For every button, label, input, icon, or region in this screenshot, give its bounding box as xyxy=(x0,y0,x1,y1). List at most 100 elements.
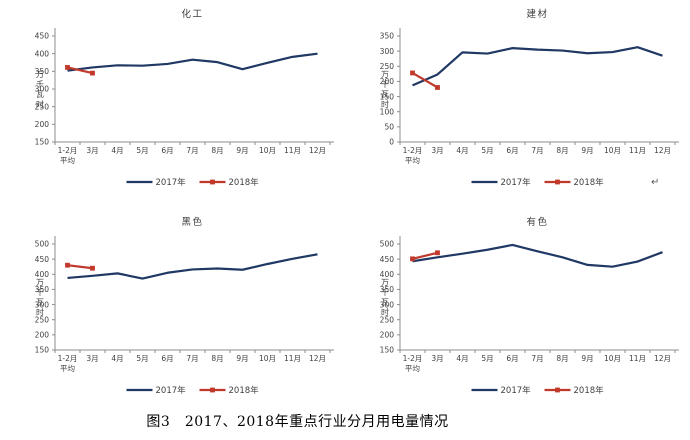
series-line-2017年 xyxy=(67,52,318,72)
chart-title: 有色 xyxy=(526,216,548,228)
svg-text:8月: 8月 xyxy=(211,354,223,363)
svg-text:250: 250 xyxy=(380,62,395,71)
series-line-2018年 xyxy=(412,251,438,260)
svg-text:5月: 5月 xyxy=(481,354,493,363)
svg-text:10月: 10月 xyxy=(604,354,621,363)
svg-text:平均: 平均 xyxy=(405,363,420,373)
series-line-2018年 xyxy=(411,71,439,89)
svg-text:12月: 12月 xyxy=(309,146,326,155)
series-marker-2018年 xyxy=(65,262,70,268)
series xyxy=(65,253,318,280)
svg-text:300: 300 xyxy=(35,300,50,309)
svg-text:11月: 11月 xyxy=(284,146,301,155)
svg-text:4月: 4月 xyxy=(111,146,123,155)
legend-label-2018: 2018年 xyxy=(574,177,605,188)
legend: 2017年 2018年 xyxy=(126,385,259,396)
series-marker-2018年 xyxy=(90,265,95,271)
svg-text:400: 400 xyxy=(380,270,395,279)
chart-cell-nonferrous: 有色 150 200 250 300 350 400 450 500 1-2月 平均 3月 4月 5月 6月… xyxy=(345,208,690,408)
svg-text:1-2月: 1-2月 xyxy=(403,146,423,155)
svg-text:150: 150 xyxy=(380,92,395,101)
svg-text:50: 50 xyxy=(384,123,394,132)
svg-text:12月: 12月 xyxy=(654,354,671,363)
svg-text:350: 350 xyxy=(35,285,50,294)
chart-title: 建材 xyxy=(526,8,548,20)
figure-caption: 图3 2017、2018年重点行业分月用电量情况 xyxy=(146,414,449,430)
legend-label-2017: 2017年 xyxy=(156,177,187,188)
legend: 2017年 2018年 xyxy=(471,385,605,396)
legend: 2017年 2018年 xyxy=(126,177,259,188)
svg-text:300: 300 xyxy=(380,47,395,56)
svg-text:9月: 9月 xyxy=(581,146,593,155)
svg-text:500: 500 xyxy=(35,240,50,249)
svg-text:10月: 10月 xyxy=(604,146,621,155)
svg-text:400: 400 xyxy=(35,49,50,58)
svg-text:350: 350 xyxy=(35,67,50,76)
svg-text:千: 千 xyxy=(381,79,389,89)
series xyxy=(65,52,318,76)
svg-text:平均: 平均 xyxy=(60,155,75,165)
legend-label-2017: 2017年 xyxy=(156,385,187,396)
svg-text:4月: 4月 xyxy=(111,354,123,363)
svg-text:千: 千 xyxy=(36,287,44,297)
svg-text:200: 200 xyxy=(35,331,50,340)
svg-text:时: 时 xyxy=(36,307,44,317)
series-marker-2018年 xyxy=(410,256,415,262)
svg-text:1-2月: 1-2月 xyxy=(58,354,78,363)
svg-text:150: 150 xyxy=(35,138,50,147)
svg-text:7月: 7月 xyxy=(531,146,543,155)
svg-text:5月: 5月 xyxy=(481,146,493,155)
svg-text:300: 300 xyxy=(380,300,395,309)
svg-text:7月: 7月 xyxy=(186,354,198,363)
series-line-2017年 xyxy=(412,243,663,268)
svg-text:8月: 8月 xyxy=(556,354,568,363)
svg-text:5月: 5月 xyxy=(136,354,148,363)
chart-cell-building-materials: 建材 0 50 100 150 200 250 300 350 1-2月 平均 3月 4月 5月 6月 7月 8… xyxy=(345,0,690,200)
svg-text:平均: 平均 xyxy=(405,155,420,165)
svg-text:8月: 8月 xyxy=(211,146,223,155)
legend-label-2018: 2018年 xyxy=(574,385,605,396)
svg-text:350: 350 xyxy=(380,285,395,294)
svg-text:350: 350 xyxy=(380,32,395,41)
svg-text:3月: 3月 xyxy=(431,146,443,155)
svg-text:6月: 6月 xyxy=(161,354,173,363)
legend-marker-2018 xyxy=(555,387,560,393)
svg-text:7月: 7月 xyxy=(186,146,198,155)
svg-text:12月: 12月 xyxy=(309,354,326,363)
chart-title: 化工 xyxy=(181,8,203,20)
svg-text:450: 450 xyxy=(35,255,50,264)
svg-text:0: 0 xyxy=(389,138,394,147)
svg-text:7月: 7月 xyxy=(531,354,543,363)
svg-text:万: 万 xyxy=(36,278,44,287)
svg-text:6月: 6月 xyxy=(506,354,518,363)
svg-text:200: 200 xyxy=(35,120,50,129)
svg-text:6月: 6月 xyxy=(161,146,173,155)
svg-text:瓦: 瓦 xyxy=(36,298,44,307)
svg-text:时: 时 xyxy=(36,99,44,109)
series-marker-2018年 xyxy=(410,70,415,76)
svg-text:1-2月: 1-2月 xyxy=(58,146,78,155)
svg-text:9月: 9月 xyxy=(581,354,593,363)
svg-text:150: 150 xyxy=(380,346,395,355)
svg-text:8月: 8月 xyxy=(556,146,568,155)
svg-text:千: 千 xyxy=(381,287,389,297)
svg-text:时: 时 xyxy=(381,99,389,109)
svg-text:3月: 3月 xyxy=(86,354,98,363)
chart-cell-ferrous: 黑色 150 200 250 300 350 400 450 500 1-2月 平均 3月 4月 5月 6月… xyxy=(0,208,345,408)
series-marker-2018年 xyxy=(435,250,440,256)
legend-marker-2018 xyxy=(555,179,560,185)
svg-text:9月: 9月 xyxy=(236,354,248,363)
series-line-2017年 xyxy=(412,46,663,87)
svg-text:万: 万 xyxy=(381,70,389,79)
svg-text:200: 200 xyxy=(380,77,395,86)
legend-marker-2018 xyxy=(210,179,215,185)
svg-text:450: 450 xyxy=(35,32,50,41)
svg-text:3月: 3月 xyxy=(431,354,443,363)
svg-text:11月: 11月 xyxy=(284,354,301,363)
